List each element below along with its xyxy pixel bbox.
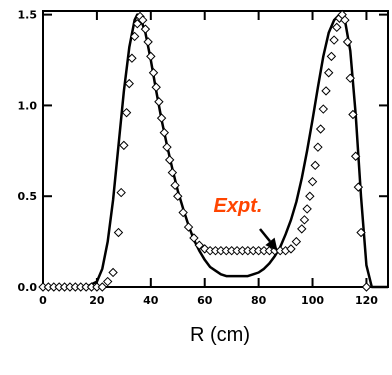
x-tick-label: 100 xyxy=(301,294,324,307)
x-axis-title: R (cm) xyxy=(190,324,250,346)
x-tick-label: 40 xyxy=(143,294,159,307)
expt-data-point xyxy=(178,207,188,218)
expt-data-point xyxy=(332,22,342,33)
ticks-layer: 0 20 40 60 80 100 120 0.0 0.5 1.0 1.5 xyxy=(18,9,388,307)
expt-data-point xyxy=(170,180,180,191)
expt-data-point xyxy=(138,15,148,25)
plot-frame xyxy=(42,10,389,288)
expt-data-point xyxy=(121,107,132,118)
expt-data-point xyxy=(154,97,164,107)
expt-data-point xyxy=(164,155,175,165)
x-tick-label: 60 xyxy=(197,294,213,307)
expt-data-point xyxy=(162,142,172,152)
annotation-arrow xyxy=(259,228,271,243)
expt-data-point xyxy=(305,191,315,201)
expt-data-point xyxy=(361,282,372,292)
expt-data-point xyxy=(297,224,307,234)
expt-data-point xyxy=(108,267,118,278)
series-layer xyxy=(43,13,388,289)
expt-data-point xyxy=(113,227,124,238)
expt-data-point xyxy=(140,24,151,34)
expt-data-point xyxy=(340,15,350,25)
expt-data-point xyxy=(350,151,361,161)
expt-data-point xyxy=(348,109,358,120)
expt-data-point xyxy=(353,182,364,192)
expt-data-point xyxy=(299,215,310,225)
expt-data-point xyxy=(315,124,326,134)
expt-data-point xyxy=(323,68,334,78)
x-tick-label: 20 xyxy=(89,294,105,307)
expt-data-point xyxy=(318,104,329,114)
expt-data-point xyxy=(127,53,137,63)
expt-data-point xyxy=(167,167,178,178)
expt-data-point xyxy=(291,236,302,247)
expt-data-point xyxy=(286,244,296,254)
expt-data-point xyxy=(183,222,194,232)
y-tick-label: 0.0 xyxy=(18,281,38,294)
expt-data-point xyxy=(329,35,339,45)
expt-data-point xyxy=(342,37,353,47)
expt-data-point xyxy=(194,240,205,250)
expt-data-point xyxy=(173,191,183,201)
expt-data-point xyxy=(148,68,159,78)
expt-data-point xyxy=(129,31,140,42)
expt-data-point xyxy=(321,86,331,96)
y-tick-label: 1.5 xyxy=(18,9,38,22)
x-tick-label: 80 xyxy=(251,294,267,307)
markers-layer xyxy=(38,9,372,292)
y-tick-label: 0.5 xyxy=(18,190,38,203)
expt-data-point xyxy=(159,127,169,138)
expt-data-point xyxy=(143,37,153,47)
expt-data-point xyxy=(307,176,318,187)
expt-data-point xyxy=(310,160,320,171)
expt-data-point xyxy=(356,227,366,238)
expt-data-point xyxy=(345,73,355,83)
expt-annotation-label: Expt. xyxy=(214,195,263,217)
expt-data-point xyxy=(119,140,129,151)
expt-data-point xyxy=(146,51,156,62)
expt-data-point xyxy=(302,204,312,214)
annotation-arrowhead xyxy=(265,237,278,251)
expt-data-point xyxy=(116,187,126,198)
expt-data-point xyxy=(156,113,167,123)
expt-data-point xyxy=(151,82,161,92)
model-curve xyxy=(43,13,388,289)
expt-data-point xyxy=(326,51,337,62)
expt-data-point xyxy=(132,19,143,29)
expt-data-point xyxy=(97,282,108,292)
x-tick-label: 0 xyxy=(39,294,47,307)
y-tick-label: 1.0 xyxy=(18,99,38,112)
expt-data-point xyxy=(313,142,323,152)
expt-data-point xyxy=(124,78,134,89)
expt-data-point xyxy=(102,276,113,287)
expt-data-point xyxy=(189,233,199,243)
x-tick-label: 120 xyxy=(355,294,378,307)
